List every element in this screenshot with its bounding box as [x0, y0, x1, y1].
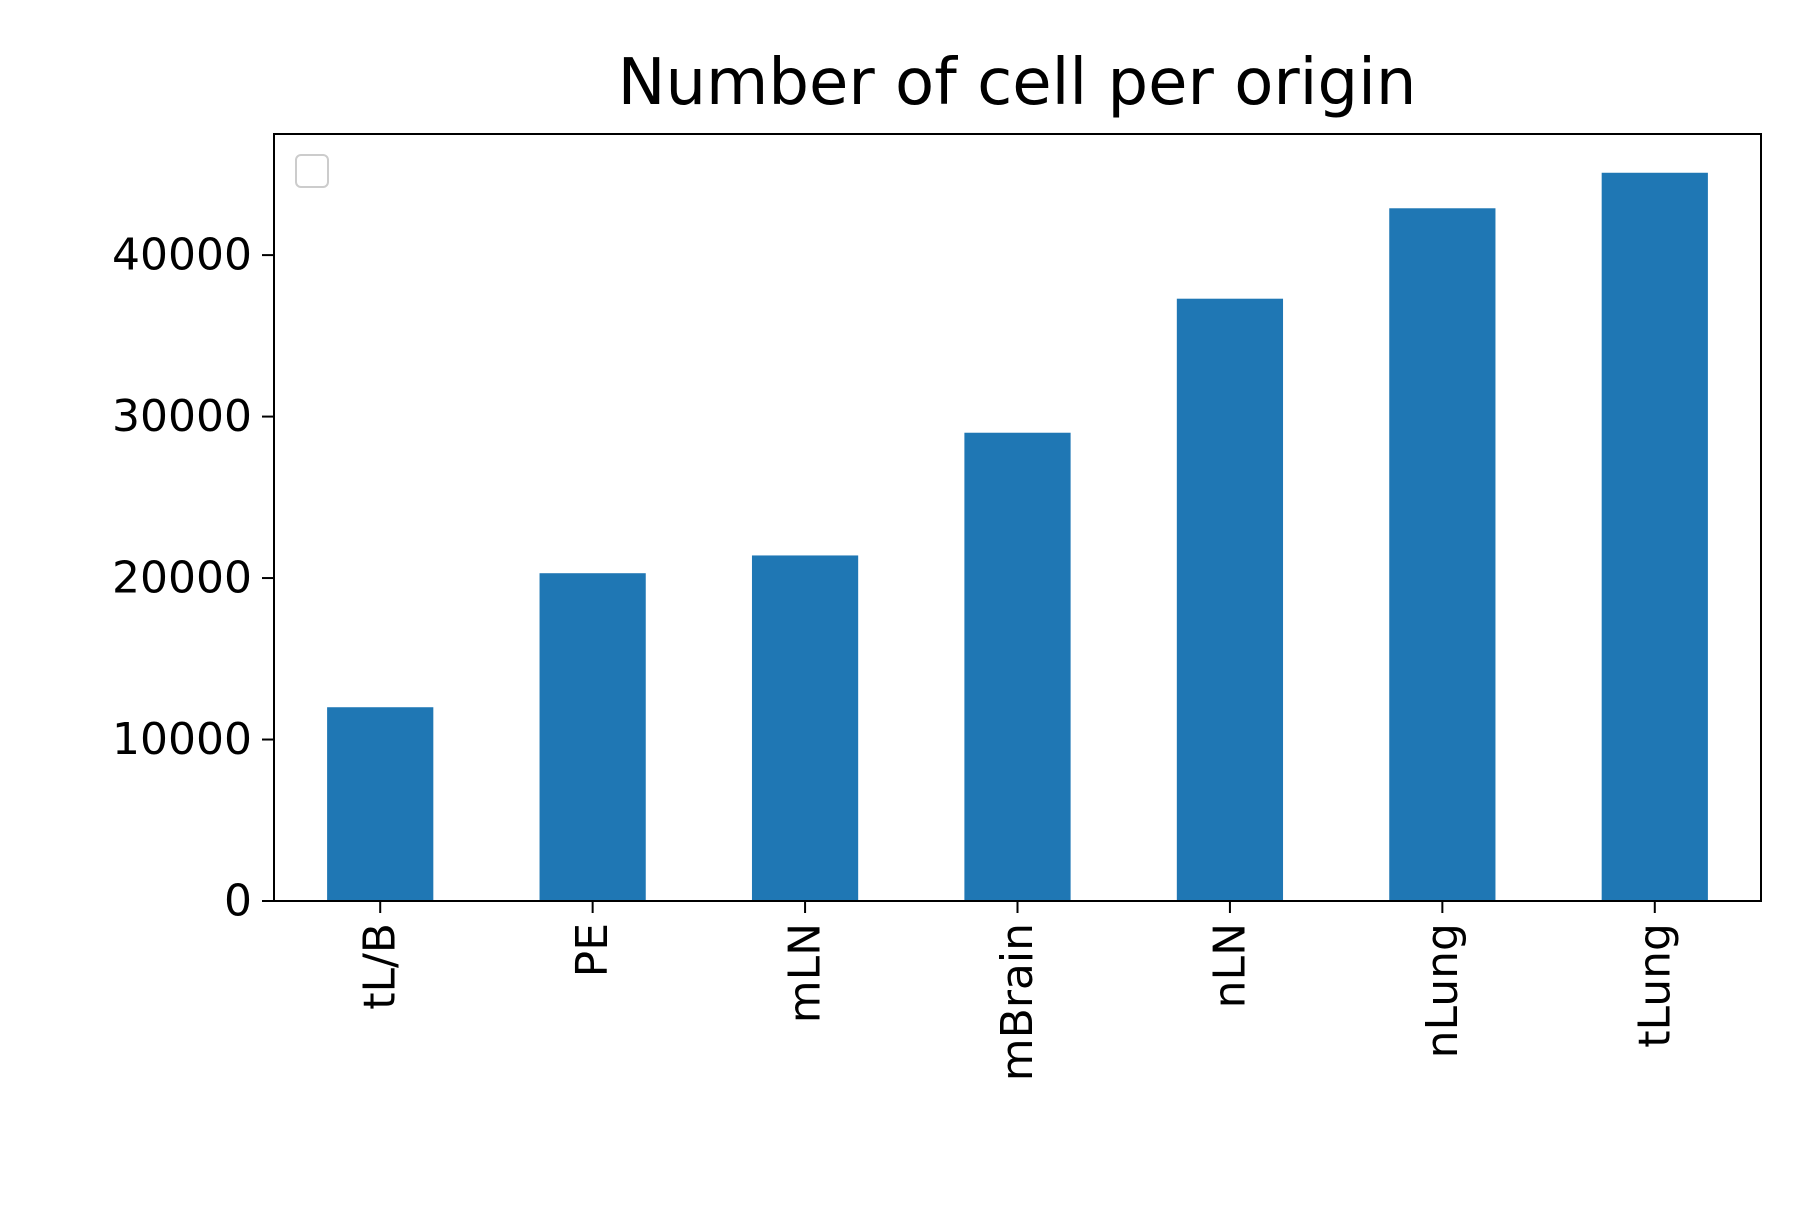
bar-2 — [751, 555, 859, 901]
plot-frame — [273, 133, 1762, 902]
bar-3 — [964, 432, 1071, 901]
bar-5 — [1389, 208, 1496, 901]
bar-4 — [1176, 298, 1284, 902]
x-tick-label-0: tL/B — [355, 923, 406, 1010]
y-tick-label-0: 0 — [224, 876, 252, 927]
y-tick-label-4: 40000 — [112, 230, 252, 281]
y-tick-label-2: 20000 — [112, 553, 252, 604]
legend-box — [295, 154, 329, 188]
x-tick-label-2: mLN — [780, 923, 831, 1023]
x-tick-label-1: PE — [567, 923, 618, 977]
x-tick-label-5: nLung — [1417, 923, 1468, 1058]
bars-group — [327, 172, 1708, 902]
bar-0 — [327, 707, 434, 901]
x-tick-label-3: mBrain — [992, 923, 1043, 1081]
bar-1 — [539, 573, 646, 901]
bar-6 — [1601, 172, 1708, 902]
x-tick-label-6: tLung — [1629, 923, 1680, 1048]
y-axis: 0 10000 20000 30000 40000 — [112, 230, 274, 927]
x-tick-label-4: nLN — [1204, 923, 1255, 1008]
chart-title: Number of cell per origin — [618, 46, 1417, 120]
y-tick-label-1: 10000 — [112, 714, 252, 765]
y-tick-label-3: 30000 — [112, 391, 252, 442]
x-axis: tL/B PE mLN mBrain nLN nLung tLung — [355, 901, 1680, 1081]
